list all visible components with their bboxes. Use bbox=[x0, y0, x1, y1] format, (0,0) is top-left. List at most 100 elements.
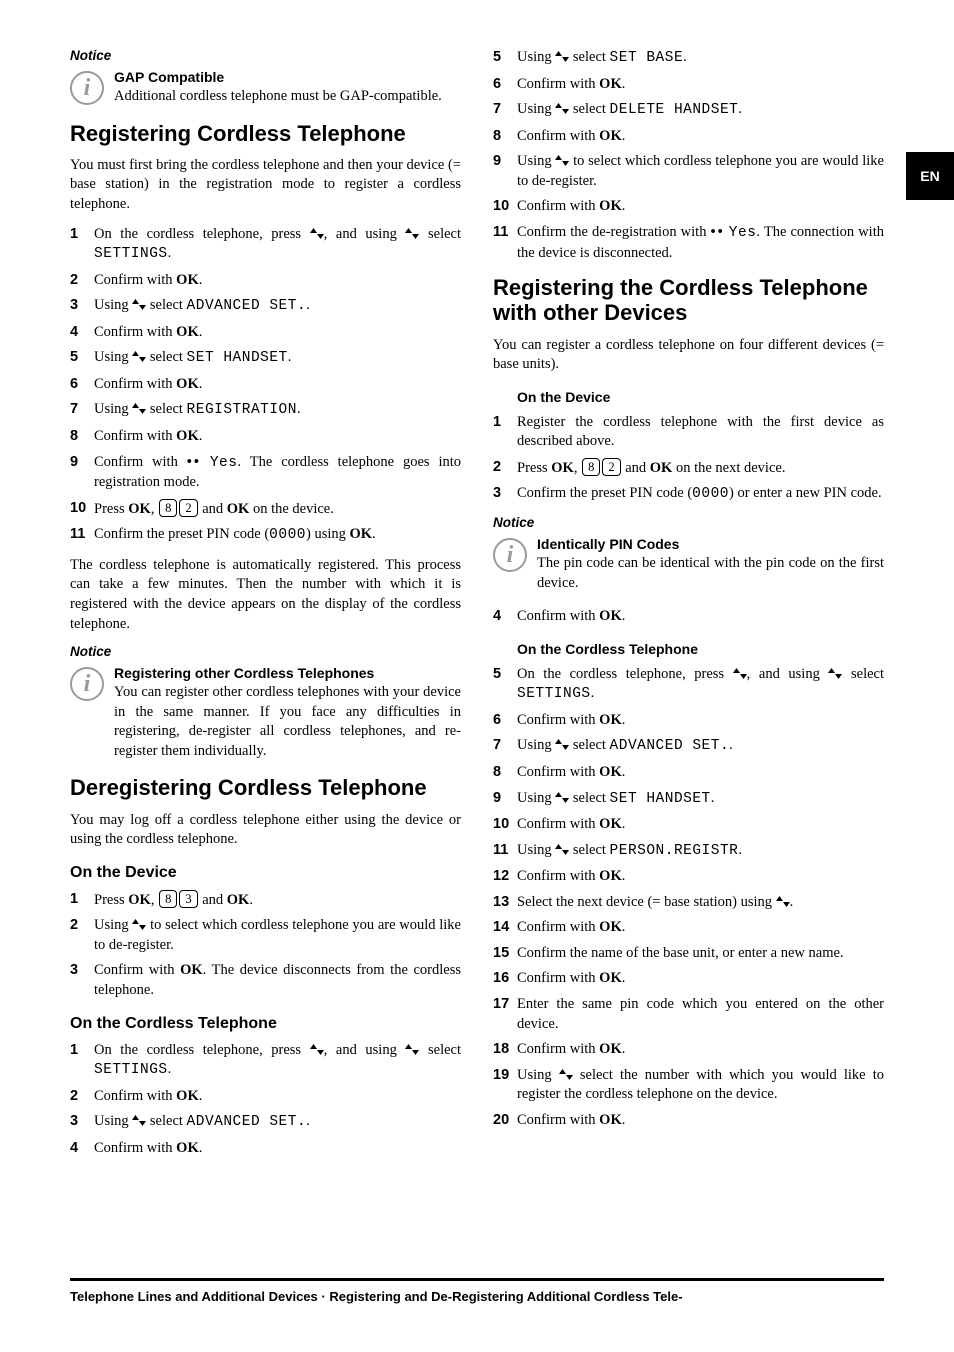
paragraph: You can register a cordless telephone on… bbox=[493, 336, 884, 375]
step: 7Using select REGISTRATION. bbox=[70, 400, 461, 421]
step: 19Using select the number with which you… bbox=[493, 1066, 884, 1105]
updown-icon bbox=[776, 896, 790, 907]
steps-other-cont: 4Confirm with OK. bbox=[493, 607, 884, 627]
step: 3Using select ADVANCED SET.. bbox=[70, 1112, 461, 1133]
updown-icon bbox=[733, 668, 747, 679]
columns: Notice i GAP Compatible Additional cordl… bbox=[70, 48, 884, 1168]
key-3: 3 bbox=[179, 890, 197, 908]
step: 6Confirm with OK. bbox=[493, 75, 884, 95]
updown-icon bbox=[310, 228, 324, 239]
step: 3Using select ADVANCED SET.. bbox=[70, 296, 461, 317]
notice-title: GAP Compatible bbox=[114, 69, 442, 85]
updown-icon bbox=[555, 155, 569, 166]
updown-icon bbox=[310, 1044, 324, 1055]
sublabel-on-device: On the Device bbox=[493, 385, 884, 409]
notice-label: Notice bbox=[70, 644, 461, 659]
key-2: 2 bbox=[602, 458, 620, 476]
notice-body: You can register other cordless telephon… bbox=[114, 683, 461, 761]
updown-icon bbox=[555, 844, 569, 855]
step: 6Confirm with OK. bbox=[70, 375, 461, 395]
step: 12Confirm with OK. bbox=[493, 867, 884, 887]
steps-dereg-handset-left: 1On the cordless telephone, press , and … bbox=[70, 1041, 461, 1159]
step: 17Enter the same pin code which you ente… bbox=[493, 995, 884, 1034]
step: 14Confirm with OK. bbox=[493, 918, 884, 938]
step: 7Using select ADVANCED SET.. bbox=[493, 736, 884, 757]
subheading-on-device: On the Device bbox=[70, 864, 461, 882]
step: 2Press OK, 82 and OK on the next device. bbox=[493, 458, 884, 479]
updown-icon bbox=[132, 1115, 146, 1126]
step: 10Press OK, 82 and OK on the device. bbox=[70, 499, 461, 520]
steps-dereg-handset-right: 5Using select SET BASE. 6Confirm with OK… bbox=[493, 48, 884, 263]
step: 9Confirm with •• Yes. The cordless telep… bbox=[70, 453, 461, 493]
updown-icon bbox=[405, 1044, 419, 1055]
notice-body: The pin code can be identical with the p… bbox=[537, 554, 884, 593]
step: 20Confirm with OK. bbox=[493, 1111, 884, 1131]
step: 11Confirm the de-registration with •• Ye… bbox=[493, 223, 884, 263]
updown-icon bbox=[555, 739, 569, 750]
step: 1On the cordless telephone, press , and … bbox=[70, 1041, 461, 1081]
step: 5On the cordless telephone, press , and … bbox=[493, 665, 884, 705]
paragraph: You may log off a cordless telephone eit… bbox=[70, 811, 461, 850]
step: 2Using to select which cordless telephon… bbox=[70, 916, 461, 955]
updown-icon bbox=[132, 351, 146, 362]
step: 8Confirm with OK. bbox=[70, 427, 461, 447]
page: EN Notice i GAP Compatible Additional co… bbox=[70, 48, 884, 1168]
step: 4Confirm with OK. bbox=[70, 323, 461, 343]
step: 15Confirm the name of the base unit, or … bbox=[493, 944, 884, 964]
notice-label: Notice bbox=[70, 48, 461, 63]
key-8: 8 bbox=[582, 458, 600, 476]
updown-icon bbox=[828, 668, 842, 679]
notice-title: Identically PIN Codes bbox=[537, 536, 884, 552]
step: 1Register the cordless telephone with th… bbox=[493, 413, 884, 452]
notice-body: Additional cordless telephone must be GA… bbox=[114, 87, 442, 107]
steps-register: 1On the cordless telephone, press , and … bbox=[70, 225, 461, 546]
key-2: 2 bbox=[179, 499, 197, 517]
notice-pin: i Identically PIN Codes The pin code can… bbox=[493, 536, 884, 593]
notice-title: Registering other Cordless Telephones bbox=[114, 665, 461, 681]
info-icon: i bbox=[70, 71, 104, 105]
step: 5Using select SET HANDSET. bbox=[70, 348, 461, 369]
step: 9Using to select which cordless telephon… bbox=[493, 152, 884, 191]
updown-icon bbox=[132, 299, 146, 310]
paragraph: You must first bring the cordless teleph… bbox=[70, 156, 461, 215]
updown-icon bbox=[555, 51, 569, 62]
step: 13Select the next device (= base station… bbox=[493, 893, 884, 913]
step: 9Using select SET HANDSET. bbox=[493, 789, 884, 810]
step: 4Confirm with OK. bbox=[493, 607, 884, 627]
step: 2Confirm with OK. bbox=[70, 1087, 461, 1107]
updown-icon bbox=[555, 792, 569, 803]
key-8: 8 bbox=[159, 499, 177, 517]
sublabel-on-handset: On the Cordless Telephone bbox=[493, 637, 884, 661]
step: 5Using select SET BASE. bbox=[493, 48, 884, 69]
step: 3Confirm the preset PIN code (0000) or e… bbox=[493, 484, 884, 505]
language-tab: EN bbox=[906, 152, 954, 200]
key-8: 8 bbox=[159, 890, 177, 908]
step: 6Confirm with OK. bbox=[493, 711, 884, 731]
notice-gap: i GAP Compatible Additional cordless tel… bbox=[70, 69, 461, 107]
subheading-on-handset: On the Cordless Telephone bbox=[70, 1015, 461, 1033]
steps-dereg-device: 1Press OK, 83 and OK. 2Using to select w… bbox=[70, 890, 461, 1001]
heading-registering: Registering Cordless Telephone bbox=[70, 121, 461, 146]
step: 1On the cordless telephone, press , and … bbox=[70, 225, 461, 265]
updown-icon bbox=[559, 1069, 573, 1080]
step: 7Using select DELETE HANDSET. bbox=[493, 100, 884, 121]
step: 4Confirm with OK. bbox=[70, 1139, 461, 1159]
step: 18Confirm with OK. bbox=[493, 1040, 884, 1060]
step: 8Confirm with OK. bbox=[493, 763, 884, 783]
step: 16Confirm with OK. bbox=[493, 969, 884, 989]
step: 10Confirm with OK. bbox=[493, 197, 884, 217]
info-icon: i bbox=[493, 538, 527, 572]
step: 11Confirm the preset PIN code (0000) usi… bbox=[70, 525, 461, 546]
updown-icon bbox=[132, 919, 146, 930]
footer: Telephone Lines and Additional Devices ·… bbox=[70, 1278, 884, 1304]
steps-other-device: 1Register the cordless telephone with th… bbox=[493, 413, 884, 505]
step: 8Confirm with OK. bbox=[493, 127, 884, 147]
paragraph: The cordless telephone is automatically … bbox=[70, 556, 461, 634]
info-icon: i bbox=[70, 667, 104, 701]
updown-icon bbox=[555, 103, 569, 114]
notice-label: Notice bbox=[493, 515, 884, 530]
steps-other-handset: 5On the cordless telephone, press , and … bbox=[493, 665, 884, 1131]
heading-deregistering: Deregistering Cordless Telephone bbox=[70, 775, 461, 800]
step: 2Confirm with OK. bbox=[70, 271, 461, 291]
right-column: 5Using select SET BASE. 6Confirm with OK… bbox=[493, 48, 884, 1168]
